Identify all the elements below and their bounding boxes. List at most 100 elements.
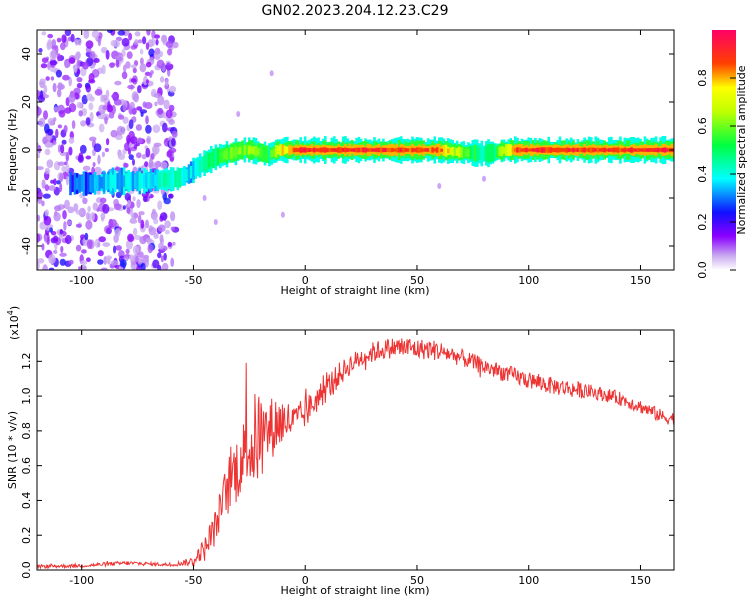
- spectrogram-noise-cell: [42, 264, 48, 270]
- spectrogram-ridge-cell: [107, 174, 110, 190]
- spectrogram-ridge-cell: [252, 146, 256, 155]
- spectrogram-ridge-cell: [357, 147, 361, 153]
- spectrogram-ridge-cell: [444, 144, 448, 157]
- spectrogram-noise-cell: [49, 227, 53, 233]
- spectrogram-noise-cell: [148, 226, 157, 236]
- spectrogram-noise-cell: [107, 30, 113, 34]
- spectrogram-ridge-cell: [431, 147, 434, 153]
- spectrogram-ridge-cell: [438, 143, 441, 157]
- spectrogram-noise-cell: [121, 37, 130, 47]
- spectrogram-ridge-cell: [511, 147, 515, 153]
- spectrogram-ridge-cell: [223, 150, 226, 159]
- spectrogram-ridge-cell: [455, 148, 459, 156]
- spectrogram-ridge-cell: [185, 169, 189, 181]
- spectrogram-ridge-cell: [645, 148, 649, 152]
- spectrogram-noise-cell: [44, 123, 50, 134]
- spectrogram-noise-cell: [55, 69, 63, 78]
- spectrogram-noise-cell: [67, 36, 72, 42]
- spectrogram-noise-cell: [57, 124, 63, 129]
- spectrogram-noise-cell: [85, 117, 91, 126]
- spectrogram-ridge-cell: [212, 148, 215, 169]
- spectrogram-noise-cell: [130, 78, 137, 83]
- spectrogram-noise-cell: [168, 119, 175, 125]
- spectrogram-noise-cell: [164, 78, 169, 87]
- colorbar-tick-label: 0.0: [696, 261, 709, 279]
- spectrogram-ridge-cell: [601, 147, 604, 153]
- spectrogram-noise-cell: [153, 142, 162, 147]
- spectrogram-noise-cell: [56, 37, 62, 43]
- spectrogram-ridge-cell: [346, 148, 349, 152]
- spectrogram-noise-cell: [53, 106, 59, 112]
- spectrogram-noise-cell: [44, 184, 50, 192]
- spectrogram-noise-cell: [89, 51, 96, 59]
- spectrogram-noise-cell: [64, 107, 72, 114]
- spectrogram-ridge-cell: [659, 148, 662, 152]
- spectrogram-ridge-cell: [543, 147, 546, 153]
- spectrogram-ridge-cell: [89, 174, 92, 193]
- spectrogram-ridge-cell: [214, 148, 218, 167]
- spectrogram-ridge-cell: [480, 145, 484, 162]
- spectrogram-ridge-cell: [639, 148, 642, 152]
- spectrogram-noise-cell: [129, 254, 135, 261]
- spectrogram-ridge-cell: [303, 147, 307, 153]
- spectrogram-noise-cell: [97, 250, 104, 257]
- spectrogram-x-ticks: -100 -50 0 50 100 150: [69, 30, 651, 287]
- snr-y-ticks: 0.0 0.2 0.4 0.6 0.8 1.0 1.2: [20, 353, 674, 579]
- spectrogram-ridge-cell: [572, 147, 575, 153]
- spectrogram-ridge-cell: [666, 148, 669, 152]
- spectrogram-noise-cell: [41, 243, 45, 251]
- spectrogram-ridge-cell: [350, 148, 354, 152]
- spectrogram-noise-cell: [100, 46, 108, 54]
- spectrogram-ridge-cell: [654, 148, 658, 152]
- spectrogram-noise-cell: [88, 73, 95, 83]
- spectrogram-ridge-cell: [500, 146, 504, 156]
- spectrogram-noise-cell: [138, 211, 145, 216]
- spectrogram-ridge-cell: [382, 147, 385, 153]
- spectrogram-ridge-cell: [391, 147, 394, 153]
- snr-y-multiplier: (x104): [6, 306, 21, 340]
- spectrogram-noise-cell: [163, 99, 170, 110]
- spectrogram-ridge-cell: [433, 148, 437, 152]
- spectrogram-noise-cell: [130, 64, 137, 69]
- spectrogram-ridge-cell: [563, 148, 566, 152]
- spectrogram-noise-cell: [139, 48, 144, 55]
- spectrogram-noise-cell: [84, 232, 89, 241]
- spectrogram-ridge-cell: [310, 148, 314, 152]
- spectrogram-ridge-cell: [205, 152, 209, 172]
- spectrogram-ridge-cell: [216, 147, 220, 166]
- spectrogram-noise-cell: [76, 101, 83, 109]
- chart-title: GN02.2023.204.12.23.C29: [262, 3, 449, 19]
- spectrogram-ridge-cell: [628, 148, 631, 152]
- spectrogram-ridge-cell: [131, 173, 135, 189]
- spectrogram-noise-cell: [139, 236, 147, 245]
- spectrogram-ridge-cell: [565, 147, 568, 153]
- spectrogram-ridge-cell: [122, 175, 126, 187]
- spectrogram-ridge-cell: [250, 146, 253, 154]
- spectrogram-ridge-cell: [379, 147, 383, 153]
- spectrogram-ridge-cell: [585, 148, 589, 152]
- x-tick-label: 100: [518, 574, 539, 587]
- spectrogram-ridge-cell: [485, 145, 488, 162]
- spectrogram-noise-cell: [151, 208, 156, 215]
- spectrogram-ridge-cell: [578, 147, 582, 153]
- spectrogram-ridge-cell: [328, 148, 332, 152]
- spectrogram-noise-cell: [117, 30, 126, 36]
- x-tick-label: -100: [69, 574, 94, 587]
- spectrogram-noise-cell: [122, 205, 126, 210]
- spectrogram-ridge-cell: [610, 148, 613, 152]
- spectrogram-noise-cell: [37, 144, 42, 154]
- spectrogram-noise-cell: [110, 40, 117, 47]
- spectrogram-ridge-cell: [505, 144, 508, 156]
- spectrogram-noise-cell: [157, 224, 166, 232]
- spectrogram-ridge-cell: [292, 147, 296, 153]
- spectrogram-ridge-cell: [371, 148, 374, 152]
- spectrogram-noise-cell: [100, 212, 106, 221]
- spectrogram-noise-cell: [100, 197, 107, 204]
- spectrogram-noise-cell: [154, 101, 158, 107]
- spectrogram-ridge-cell: [375, 147, 378, 153]
- spectrogram-noise-cell: [110, 260, 119, 266]
- spectrogram-ridge-cell: [632, 148, 636, 152]
- spectrogram-ridge-cell: [295, 147, 298, 153]
- spectrogram-noise-cell: [86, 239, 93, 250]
- spectrogram-ridge-cell: [96, 176, 99, 190]
